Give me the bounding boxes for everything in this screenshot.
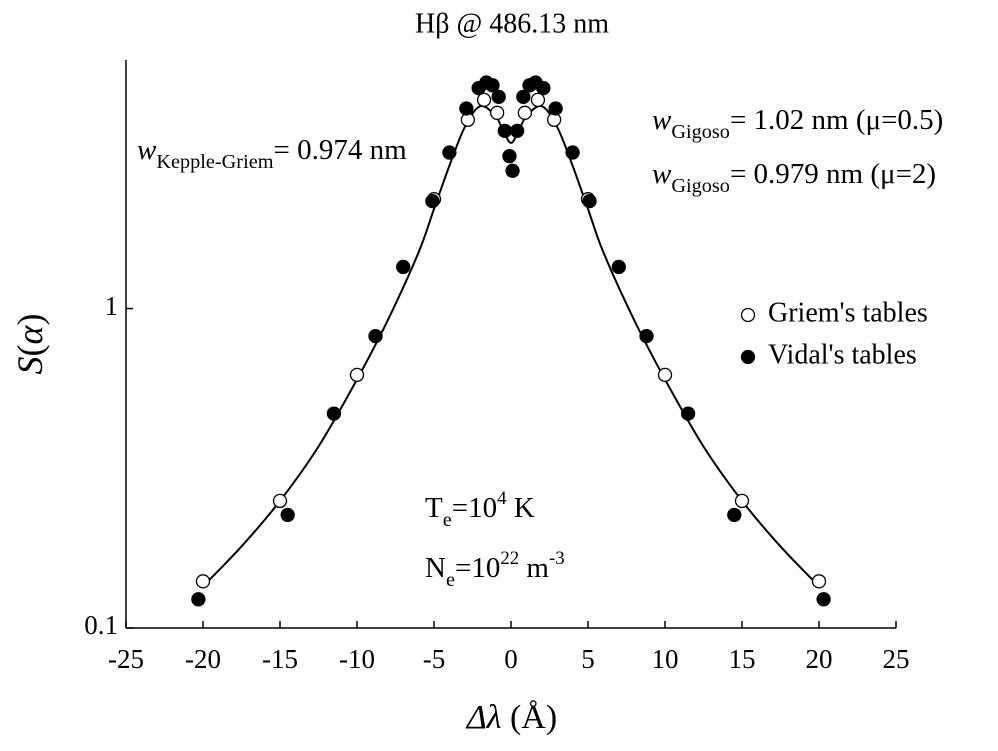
data-point xyxy=(734,493,750,509)
x-axis-label-part: Δλ xyxy=(465,699,502,736)
annotation-part: w xyxy=(652,158,672,190)
annotation-part: K xyxy=(507,492,535,524)
data-point xyxy=(505,163,520,178)
annotation-part: e xyxy=(446,569,455,591)
data-point xyxy=(272,493,288,509)
y-axis-label-part: ) xyxy=(10,314,50,326)
data-point xyxy=(811,574,827,589)
data-point xyxy=(680,406,696,421)
data-point xyxy=(396,259,411,275)
data-point xyxy=(191,592,206,607)
y-axis-label-part: ( xyxy=(10,344,50,356)
x-tick-label: 10 xyxy=(652,644,679,674)
data-point xyxy=(727,507,742,523)
data-point xyxy=(459,101,474,116)
data-point xyxy=(510,123,525,139)
data-point xyxy=(502,149,517,164)
data-point xyxy=(582,193,597,209)
data-point xyxy=(368,328,383,344)
x-tick-label: 5 xyxy=(581,644,595,674)
x-tick-label: 15 xyxy=(729,644,756,674)
annotation-part: Gigoso xyxy=(671,175,730,197)
data-point xyxy=(425,193,440,209)
data-point xyxy=(639,328,654,344)
data-point xyxy=(349,367,365,383)
legend-marker xyxy=(740,349,756,365)
y-tick-label: 0.1 xyxy=(84,610,118,640)
legend-label: Griem's tables xyxy=(768,297,928,328)
annotation-part: -3 xyxy=(549,548,565,569)
annotation-part: N xyxy=(425,552,446,584)
annotation-part: w xyxy=(137,134,157,166)
data-point xyxy=(195,574,211,589)
data-point xyxy=(548,101,563,116)
data-point xyxy=(816,592,831,607)
chart-title: Hβ @ 486.13 nm xyxy=(415,8,609,39)
annotation: wKepple-Griem= 0.974 nm xyxy=(137,134,407,173)
y-axis-label: S(α) xyxy=(10,314,50,375)
annotation: wGigoso= 0.979 nm (μ=2) xyxy=(652,158,936,197)
data-point xyxy=(536,80,551,96)
data-point xyxy=(442,145,457,160)
legend-marker xyxy=(740,307,756,323)
data-point xyxy=(489,105,505,120)
annotation-part: = 1.02 nm (μ=0.5) xyxy=(730,104,943,136)
x-tick-label: 0 xyxy=(504,644,518,674)
data-point xyxy=(565,145,580,160)
data-point xyxy=(611,259,626,275)
annotation-part: w xyxy=(652,104,672,136)
data-point xyxy=(530,92,546,108)
data-point xyxy=(485,78,500,93)
fit-line xyxy=(202,104,820,588)
annotation-part: T xyxy=(425,492,443,524)
y-axis-label-part: S xyxy=(10,356,50,374)
x-axis-label: Δλ (Å) xyxy=(465,699,557,736)
x-axis-label-part: (Å) xyxy=(501,699,557,736)
data-point xyxy=(516,89,531,105)
y-tick-label: 1 xyxy=(105,291,119,321)
data-point xyxy=(491,89,506,105)
x-tick-label: -10 xyxy=(339,644,375,674)
data-point xyxy=(497,123,512,139)
annotation-part: = 0.979 nm (μ=2) xyxy=(730,158,936,190)
annotation-part: Kepple-Griem xyxy=(156,151,273,173)
annotation-part: e xyxy=(443,509,452,531)
annotation-part: 22 xyxy=(500,548,519,569)
x-tick-label: -15 xyxy=(262,644,298,674)
x-tick-label: 20 xyxy=(806,644,833,674)
annotation-part: = 0.974 nm xyxy=(273,134,407,166)
annotation-part: =10 xyxy=(452,492,497,524)
annotation-part: Gigoso xyxy=(671,121,730,143)
data-point xyxy=(657,367,673,383)
x-tick-label: -5 xyxy=(423,644,446,674)
data-point xyxy=(476,92,492,108)
annotation: wGigoso= 1.02 nm (μ=0.5) xyxy=(652,104,943,143)
annotation-part: =10 xyxy=(455,552,500,584)
data-point xyxy=(517,105,533,120)
annotation: Ne=1022 m-3 xyxy=(425,548,565,591)
annotation: Te=104 K xyxy=(425,488,535,531)
x-tick-label: -20 xyxy=(185,644,221,674)
data-point xyxy=(326,406,342,421)
y-axis-label-part: α xyxy=(10,324,50,344)
x-tick-label: 25 xyxy=(883,644,910,674)
legend-label: Vidal's tables xyxy=(768,339,917,370)
data-point xyxy=(280,507,295,523)
annotation-part: 4 xyxy=(497,488,507,509)
x-tick-label: -25 xyxy=(108,644,144,674)
annotation-part: m xyxy=(519,552,549,584)
